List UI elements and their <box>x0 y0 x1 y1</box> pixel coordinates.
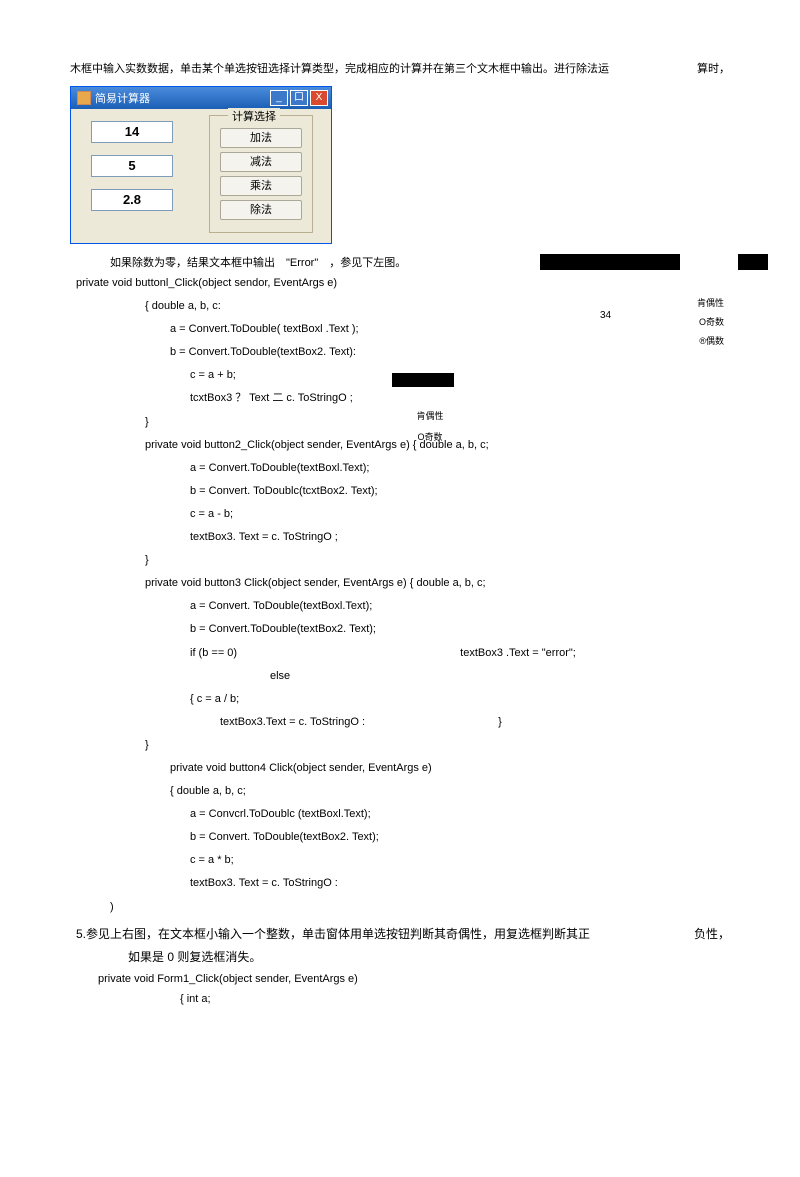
q5-right: 负性， <box>694 925 730 942</box>
input-1[interactable]: 14 <box>91 121 173 143</box>
side1-radio-odd[interactable]: O奇数 <box>540 315 724 328</box>
code-line: private void button3 Click(object sender… <box>145 572 730 595</box>
window-title: 简易计算器 <box>95 90 150 106</box>
code-line: a = Convert.ToDouble(textBoxl.Text); <box>190 457 730 480</box>
add-button[interactable]: 加法 <box>220 128 302 148</box>
operation-groupbox: 计算选择 加法 减法 乘法 除法 <box>209 115 313 233</box>
code-line: textBox3. Text = c. ToStringO ; <box>190 526 730 549</box>
side2-radio-odd[interactable]: O奇数 <box>370 430 490 443</box>
input-3[interactable]: 2.8 <box>91 189 173 211</box>
code-line: b = Convert.ToDouble(textBox2. Text); <box>190 618 730 641</box>
code-line: b = Convert. ToDoublc(tcxtBox2. Text); <box>190 480 730 503</box>
input-2[interactable]: 5 <box>91 155 173 177</box>
side1-label1: 肯偶性 <box>540 296 724 309</box>
groupbox-title: 计算选择 <box>228 108 280 124</box>
minimize-button[interactable]: _ <box>270 90 288 106</box>
q5-line2: 如果是 0 则复选框消失。 <box>128 948 730 965</box>
black-bar-3 <box>392 373 454 387</box>
intro-right: 算时， <box>697 60 730 76</box>
side2-label1: 肯偶性 <box>370 409 490 422</box>
maximize-button[interactable]: 口 <box>290 90 308 106</box>
calculator-window: 简易计算器 _ 口 X 14 5 2.8 计算选择 加法 减法 乘法 除法 <box>70 86 332 244</box>
value-34: 34 <box>600 310 611 321</box>
q5-left: 5.参见上右图，在文本框小输入一个整数，单击窗体用单选按钮判断其奇偶性，用复选框… <box>76 925 590 942</box>
code-line: private void button4 Click(object sender… <box>170 757 730 780</box>
code-line: } <box>145 734 730 757</box>
code-line: ) <box>110 896 730 919</box>
titlebar: 简易计算器 _ 口 X <box>71 87 331 109</box>
code-line: c = a * b; <box>190 849 730 872</box>
code-line: b = Convert.ToDouble(textBox2. Text): <box>170 341 730 364</box>
code-line: textBox3. Text = c. ToStringO : <box>190 872 730 895</box>
code-line: textBox3.Text = c. ToStringO : } <box>220 711 730 734</box>
intro-left: 木框中输入实数数据，单击某个单选按钮选择计算类型，完成相应的计算并在第三个文木框… <box>70 60 609 76</box>
side-panel-2: 肯偶性 O奇数 <box>370 373 490 451</box>
window-icon <box>77 91 91 105</box>
mul-button[interactable]: 乘法 <box>220 176 302 196</box>
code-line: { double a, b, c; <box>170 780 730 803</box>
q5-code1: private void Form1_Click(object sender, … <box>98 973 730 985</box>
code-line: b = Convert. ToDouble(textBox2. Text); <box>190 826 730 849</box>
code-line: if (b == 0) textBox3 .Text = "error"; <box>190 642 730 665</box>
code-line: a = Convcrl.ToDoublc (textBoxl.Text); <box>190 803 730 826</box>
sub-button[interactable]: 减法 <box>220 152 302 172</box>
black-bar-2 <box>738 254 768 270</box>
code-line: } <box>145 549 730 572</box>
code-line: a = Convert. ToDouble(textBoxl.Text); <box>190 595 730 618</box>
code-line: else <box>270 665 730 688</box>
close-button[interactable]: X <box>310 90 328 106</box>
intro-text: 木框中输入实数数据，单击某个单选按钮选择计算类型，完成相应的计算并在第三个文木框… <box>70 60 730 76</box>
black-bar-1 <box>540 254 680 270</box>
code-block: private void buttonl_Click(object sendor… <box>70 272 730 919</box>
q5-code2: { int a; <box>180 993 730 1005</box>
side-panel-1: 34 肯偶性 O奇数 ®偶数 <box>540 254 744 353</box>
code-line: { c = a / b; <box>190 688 730 711</box>
question-5: 5.参见上右图，在文本框小输入一个整数，单击窗体用单选按钮判断其奇偶性，用复选框… <box>76 925 730 942</box>
code-line: c = a - b; <box>190 503 730 526</box>
div-button[interactable]: 除法 <box>220 200 302 220</box>
